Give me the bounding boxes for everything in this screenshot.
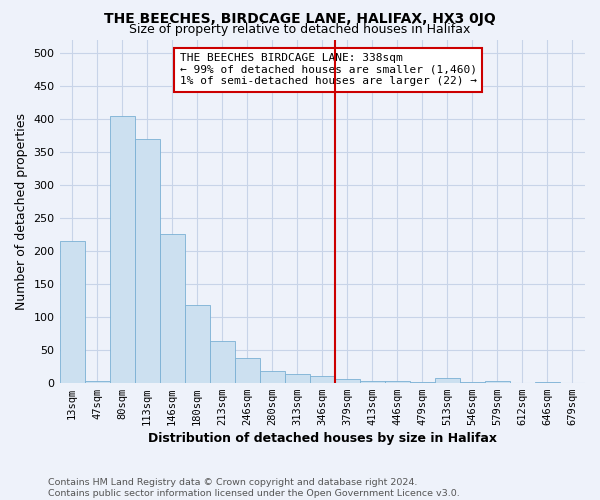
Bar xyxy=(260,372,285,382)
Bar xyxy=(85,380,110,382)
Bar xyxy=(209,341,235,382)
Text: THE BEECHES, BIRDCAGE LANE, HALIFAX, HX3 0JQ: THE BEECHES, BIRDCAGE LANE, HALIFAX, HX3… xyxy=(104,12,496,26)
Text: Size of property relative to detached houses in Halifax: Size of property relative to detached ho… xyxy=(130,22,470,36)
Bar xyxy=(160,234,185,382)
Bar xyxy=(110,116,134,382)
Bar xyxy=(435,378,460,382)
Text: THE BEECHES BIRDCAGE LANE: 338sqm
← 99% of detached houses are smaller (1,460)
1: THE BEECHES BIRDCAGE LANE: 338sqm ← 99% … xyxy=(179,53,476,86)
Bar xyxy=(235,358,260,382)
Bar xyxy=(134,139,160,382)
Bar xyxy=(59,241,85,382)
Bar xyxy=(310,376,335,382)
Bar xyxy=(335,380,360,382)
Title: THE BEECHES, BIRDCAGE LANE, HALIFAX, HX3 0JQ
Size of property relative to detach: THE BEECHES, BIRDCAGE LANE, HALIFAX, HX3… xyxy=(0,499,1,500)
Text: Contains HM Land Registry data © Crown copyright and database right 2024.
Contai: Contains HM Land Registry data © Crown c… xyxy=(48,478,460,498)
Bar xyxy=(360,380,385,382)
X-axis label: Distribution of detached houses by size in Halifax: Distribution of detached houses by size … xyxy=(148,432,497,445)
Bar xyxy=(285,374,310,382)
Y-axis label: Number of detached properties: Number of detached properties xyxy=(15,113,28,310)
Bar xyxy=(185,305,209,382)
